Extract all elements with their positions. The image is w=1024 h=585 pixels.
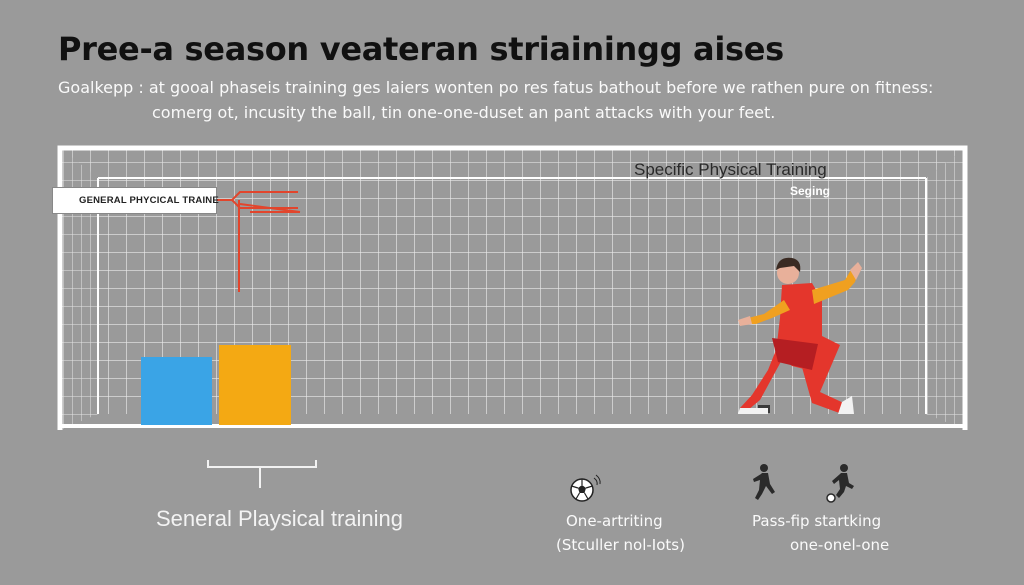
net-side-left <box>60 148 98 430</box>
caption-bracket <box>207 460 317 488</box>
bar-blue <box>141 357 212 425</box>
general-training-label: GENERAL PHYCICAL TRAINE <box>52 187 219 214</box>
specific-training-title: Specific Physical Training <box>634 160 827 179</box>
net-top <box>60 148 965 178</box>
one-on-one-caption-line-2: (Stculler nol-Iots) <box>556 536 685 554</box>
net-side-right <box>926 148 965 430</box>
subtitle-line-2: comerg ot, incusity the ball, tin one-on… <box>152 103 776 122</box>
goal-frame <box>57 145 968 430</box>
goal-back-frame <box>97 177 927 414</box>
subtitle-line-1: Goalkepp : at gooal phaseis training ges… <box>58 78 934 97</box>
player-run-icon <box>753 464 775 500</box>
player-kick-icon <box>826 464 854 503</box>
specific-training-subtitle: Seging <box>790 184 831 198</box>
pass-caption-line-2: one-onel-one <box>790 536 890 554</box>
connector-lines <box>217 191 301 292</box>
page-title: Pree-a season veateran striainingg aises <box>58 30 784 68</box>
goalkeeper-figure <box>738 257 862 414</box>
general-training-caption: Seneral Playsical training <box>156 506 404 531</box>
pass-caption-line-1: Pass-fip startking <box>752 512 882 530</box>
bar-orange <box>219 345 291 425</box>
one-on-one-caption-line-1: One-artriting <box>566 512 663 530</box>
soccer-ball-icon <box>570 474 601 502</box>
